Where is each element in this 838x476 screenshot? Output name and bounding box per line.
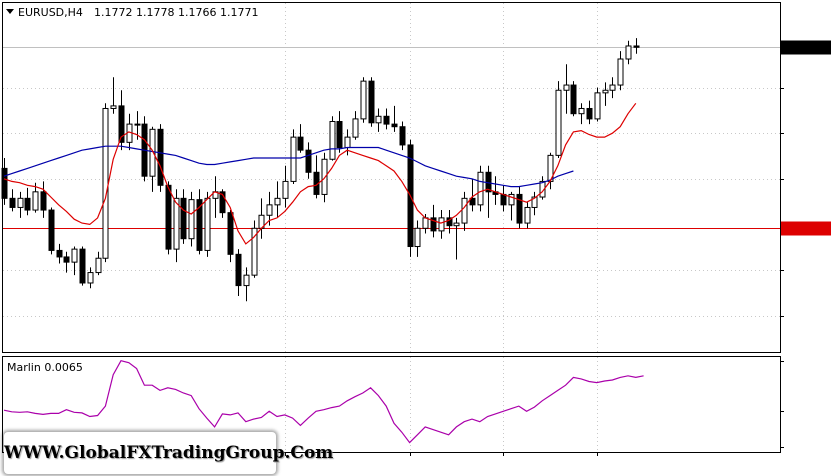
candle-bull bbox=[321, 158, 328, 195]
fast-moving-average-line bbox=[3, 102, 637, 245]
candle-bull bbox=[578, 107, 585, 115]
candle-bear bbox=[500, 193, 507, 206]
candle-bull bbox=[438, 217, 445, 232]
candle-bear bbox=[430, 217, 437, 232]
candle-bull bbox=[477, 171, 484, 206]
candle-bear bbox=[63, 256, 70, 263]
marlin-indicator-line bbox=[3, 360, 644, 444]
indicator-panel-frame bbox=[2, 356, 781, 453]
triangle-down-icon[interactable] bbox=[6, 9, 14, 14]
candle-bear bbox=[570, 84, 577, 115]
candle-bull bbox=[32, 191, 39, 211]
candle-bull bbox=[134, 123, 141, 126]
indicator-title: Marlin 0.0065 bbox=[7, 361, 83, 374]
candle-bull bbox=[110, 105, 117, 109]
time-axis bbox=[285, 452, 598, 456]
candle-bull bbox=[71, 248, 78, 263]
candle-bear bbox=[586, 107, 593, 120]
candle-bull bbox=[539, 180, 546, 198]
candle-bear bbox=[391, 123, 398, 128]
candle-bear bbox=[56, 249, 63, 258]
candle-bull bbox=[508, 193, 515, 206]
candle-bear bbox=[336, 121, 343, 149]
candle-bear bbox=[40, 191, 47, 211]
candle-bull bbox=[625, 45, 632, 60]
candle-bull bbox=[414, 227, 421, 248]
candle-bear bbox=[48, 209, 55, 251]
moving-averages-layer bbox=[3, 102, 637, 245]
candle-bull bbox=[344, 136, 351, 149]
candle-bear bbox=[446, 217, 453, 227]
candle-bear bbox=[157, 128, 164, 186]
candle-bull bbox=[453, 222, 460, 227]
candle-bear bbox=[383, 115, 390, 125]
current-price-badge bbox=[781, 40, 831, 55]
candle-bear bbox=[399, 126, 406, 146]
candle-bull bbox=[266, 204, 273, 216]
price-panel-frame bbox=[2, 2, 781, 353]
candle-bear bbox=[297, 136, 304, 151]
candle-bull bbox=[375, 115, 382, 124]
ohlc-values: 1.1772 1.1778 1.1766 1.1771 bbox=[94, 6, 258, 19]
candle-bear bbox=[368, 80, 375, 124]
candle-bear bbox=[235, 253, 242, 287]
candle-bull bbox=[188, 199, 195, 240]
candle-bull bbox=[173, 197, 180, 250]
grid-layer bbox=[3, 3, 780, 452]
candle-bull bbox=[251, 227, 258, 276]
candle-bear bbox=[118, 105, 125, 143]
slow-moving-average-line bbox=[3, 145, 574, 188]
candle-bear bbox=[196, 199, 203, 251]
watermark-logo: WWW.GlobalFXTradingGroup.Com bbox=[4, 432, 333, 474]
candle-bear bbox=[24, 197, 31, 211]
candle-bear bbox=[305, 149, 312, 173]
candle-bear bbox=[227, 212, 234, 255]
candle-bull bbox=[461, 197, 468, 224]
candles-layer bbox=[1, 38, 640, 302]
candle-bull bbox=[204, 197, 211, 251]
candle-bull bbox=[563, 84, 570, 91]
level-line-layer bbox=[3, 47, 780, 229]
candle-bear bbox=[219, 191, 226, 214]
marlin-indicator-layer bbox=[3, 360, 784, 448]
candle-bull bbox=[352, 118, 359, 138]
candle-bear bbox=[1, 167, 8, 199]
candle-bull bbox=[95, 257, 102, 274]
candle-bull bbox=[282, 180, 289, 199]
candle-bull bbox=[609, 84, 616, 91]
candle-bull bbox=[617, 58, 624, 86]
candle-bull bbox=[243, 274, 250, 287]
candle-bull bbox=[329, 121, 336, 160]
candle-bull bbox=[555, 89, 562, 156]
candle-bull bbox=[274, 197, 281, 206]
candle-bull bbox=[594, 92, 601, 120]
price-axis bbox=[780, 40, 831, 317]
candle-bear bbox=[165, 184, 172, 250]
candle-bull bbox=[290, 136, 297, 182]
candle-bull bbox=[524, 206, 531, 224]
candle-bull bbox=[17, 197, 24, 208]
candle-bear bbox=[79, 248, 86, 284]
candle-bull bbox=[87, 272, 94, 284]
candle-bear bbox=[633, 45, 640, 48]
candle-bull bbox=[531, 196, 538, 208]
candle-bull bbox=[149, 128, 156, 177]
symbol-label: EURUSD,H4 bbox=[18, 6, 83, 19]
candle-bear bbox=[516, 193, 523, 224]
candle-bear bbox=[469, 197, 476, 206]
candle-bear bbox=[180, 197, 187, 240]
candle-bull bbox=[602, 89, 609, 94]
level-price-badge bbox=[781, 221, 831, 236]
candle-bull bbox=[360, 80, 367, 120]
candle-bull bbox=[422, 217, 429, 229]
candle-bear bbox=[9, 197, 16, 208]
candle-bull bbox=[102, 107, 109, 259]
